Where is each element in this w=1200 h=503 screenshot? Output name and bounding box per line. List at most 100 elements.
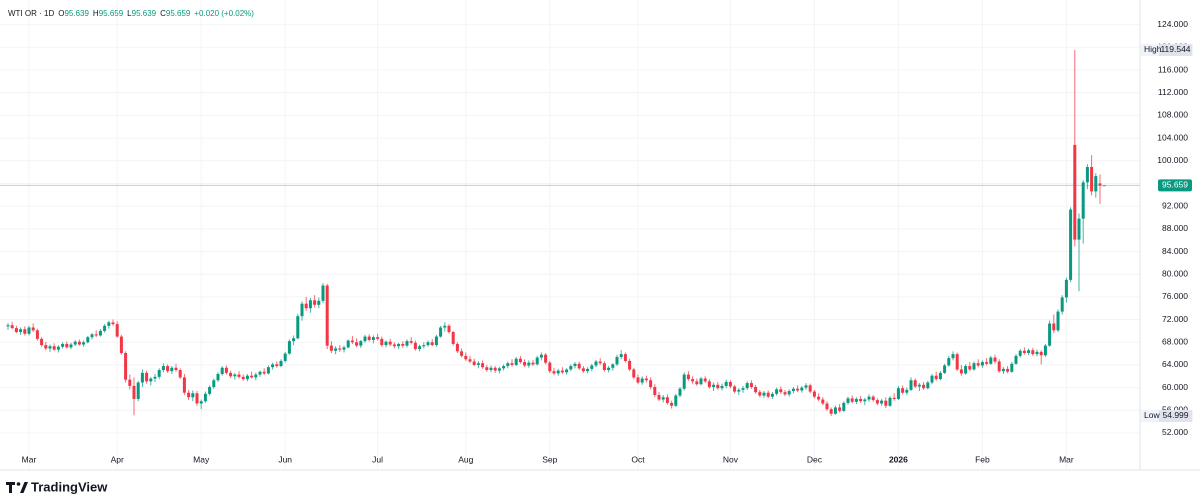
candle-body	[544, 354, 548, 363]
candle-body	[27, 327, 31, 334]
candle-body	[191, 393, 195, 398]
candle-body	[98, 330, 102, 336]
candle-body	[321, 285, 325, 301]
candle-body	[720, 385, 724, 389]
candle-body	[1022, 350, 1026, 354]
candle-body	[170, 367, 174, 372]
candle-body	[615, 356, 619, 365]
candle-body	[430, 342, 434, 346]
candle-body	[913, 380, 917, 387]
chart-header: WTI OR · 1D O95.639 H95.659 L95.639 C95.659 +…	[8, 9, 254, 18]
y-tick-label: 64.000	[1162, 359, 1188, 369]
candle-body	[640, 378, 644, 383]
candle-body	[518, 358, 522, 363]
candle-body	[418, 346, 422, 350]
symbol: WTI OR · 1D	[8, 9, 54, 18]
candle-body	[506, 363, 510, 367]
x-tick-label: Oct	[631, 454, 645, 464]
candle-body	[40, 338, 44, 346]
candle-body	[296, 316, 300, 339]
candle-body	[955, 354, 959, 370]
candle-body	[292, 338, 296, 342]
candle-body	[922, 384, 926, 389]
candle-body	[737, 389, 741, 392]
candle-body	[31, 327, 35, 331]
candle-body	[388, 341, 392, 345]
candle-body	[934, 375, 938, 380]
ohlc-label: H	[93, 9, 99, 18]
candle-body	[968, 366, 972, 370]
candle-body	[863, 399, 867, 402]
brand-name: TradingView	[31, 479, 108, 494]
candle-body	[124, 353, 128, 380]
ohlc-value: 95.659	[99, 9, 124, 18]
candle-body	[359, 341, 363, 346]
candle-body	[552, 371, 556, 374]
candle-body	[691, 379, 695, 382]
candle-body	[77, 341, 81, 345]
candle-body	[670, 402, 674, 406]
candle-body	[61, 343, 65, 347]
candle-body	[199, 401, 203, 404]
high-marker-label: High	[1144, 44, 1162, 54]
candle-body	[334, 348, 338, 351]
candle-body	[833, 407, 837, 414]
candle-body	[812, 391, 816, 397]
candle-body	[1094, 176, 1098, 192]
candle-body	[392, 344, 396, 347]
last-price-box	[1158, 179, 1192, 192]
candle-body	[1052, 323, 1056, 331]
candle-body	[145, 372, 149, 382]
candle-body	[871, 396, 875, 401]
ohlc-value: 95.639	[64, 9, 89, 18]
candle-body	[140, 372, 144, 383]
candle-body	[19, 329, 23, 333]
candle-body	[300, 303, 304, 317]
candle-body	[829, 409, 833, 414]
y-tick-label: 52.000	[1162, 427, 1188, 437]
candle-body	[283, 353, 287, 361]
candle-body	[1048, 323, 1052, 346]
y-tick-label: 108.000	[1157, 110, 1188, 120]
candle-body	[1056, 311, 1060, 331]
candle-body	[409, 341, 413, 343]
candle-body	[888, 397, 892, 406]
candle-body	[460, 351, 464, 356]
y-tick-label: 60.000	[1162, 382, 1188, 392]
candle-body	[468, 359, 472, 362]
candle-body	[1085, 167, 1089, 183]
candle-body	[220, 367, 224, 374]
candle-body	[1039, 351, 1043, 356]
candle-body	[539, 354, 543, 358]
candle-body	[770, 393, 774, 397]
candle-body	[119, 336, 123, 354]
candle-body	[556, 370, 560, 374]
candle-body	[602, 363, 606, 371]
candle-body	[523, 362, 527, 366]
candle-body	[766, 392, 770, 397]
candle-body	[527, 362, 531, 366]
low-marker-value: 54.999	[1163, 410, 1189, 420]
candle-body	[707, 381, 711, 388]
candle-body	[745, 383, 749, 389]
candle-body	[535, 357, 539, 365]
candle-body	[405, 341, 409, 346]
candle-body	[733, 386, 737, 392]
candle-body	[128, 379, 132, 386]
candle-body	[317, 300, 321, 305]
logo-mark	[6, 482, 15, 493]
candle-body	[166, 366, 170, 372]
candle-body	[854, 398, 858, 402]
y-tick-label: 84.000	[1162, 246, 1188, 256]
candle-body	[510, 363, 514, 365]
y-tick-label: 116.000	[1158, 64, 1188, 74]
candle-body	[153, 376, 157, 379]
candle-body	[892, 397, 896, 399]
candle-body	[728, 381, 732, 387]
candle-body	[909, 380, 913, 390]
candle-body	[1014, 355, 1018, 364]
candle-body	[481, 363, 485, 368]
candle-body	[14, 328, 18, 333]
candle-body	[397, 343, 401, 347]
candle-body	[796, 388, 800, 391]
